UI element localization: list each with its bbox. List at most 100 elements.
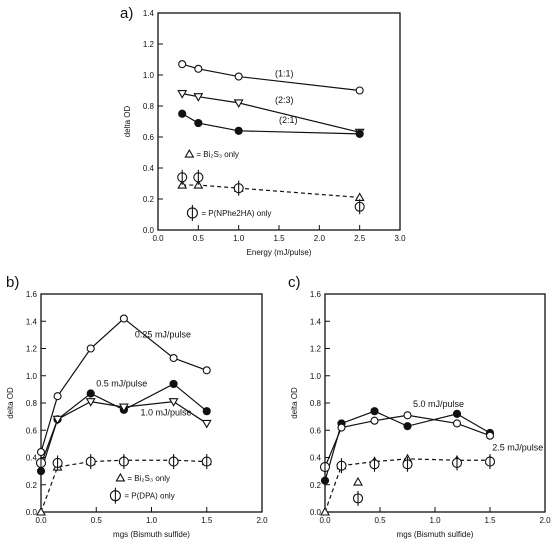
y-tick-label: 1.4 xyxy=(26,317,38,326)
series-1 xyxy=(36,314,211,457)
y-tick-label: 0.0 xyxy=(26,508,38,517)
data-point xyxy=(193,93,204,102)
y-tick-label: 1.2 xyxy=(310,345,322,354)
data-point xyxy=(52,455,63,471)
y-tick-label: 1.0 xyxy=(143,71,155,80)
x-tick-label: 1.5 xyxy=(484,516,496,525)
x-tick-label: 1.5 xyxy=(273,234,285,243)
y-tick-label: 0.0 xyxy=(310,508,322,517)
series-annotation: (1:1) xyxy=(275,69,294,79)
data-point xyxy=(194,64,203,73)
data-point xyxy=(485,431,495,440)
data-point xyxy=(355,129,364,138)
y-tick-label: 0.8 xyxy=(310,399,322,408)
data-point xyxy=(369,456,380,472)
data-point xyxy=(169,379,178,389)
data-point xyxy=(177,169,188,185)
legend-triangle-icon xyxy=(115,472,126,482)
x-tick-label: 0.0 xyxy=(319,516,331,525)
data-point xyxy=(86,389,95,398)
x-tick-label: 0.0 xyxy=(152,234,164,243)
series-annotation: (2:1) xyxy=(279,115,298,125)
chart-panel-3: c) 0.0 0.5 1.0 1.5 2.0 0.0 0.2 0.4 0.6 0.8 1.0 1.2 1.… xyxy=(288,274,551,539)
series-2 xyxy=(177,90,365,138)
y-tick-label: 0.0 xyxy=(143,226,155,235)
y-tick-label: 1.2 xyxy=(26,345,38,354)
data-point xyxy=(337,423,346,432)
x-tick-label: 2.0 xyxy=(314,234,326,243)
series-line xyxy=(40,317,207,453)
data-point xyxy=(118,403,129,413)
series-line xyxy=(182,184,360,199)
data-point xyxy=(35,455,47,471)
data-point xyxy=(119,314,128,323)
data-point xyxy=(451,455,463,471)
panel-label: b) xyxy=(6,274,19,291)
series-line xyxy=(324,414,491,468)
y-tick-label: 0.8 xyxy=(143,102,155,111)
legend-note: = P(NPhe2HA) only xyxy=(201,209,271,218)
series-annotation: 0.5 mJ/pulse xyxy=(96,379,147,389)
x-tick-label: 2.0 xyxy=(539,516,551,525)
y-tick-label: 0.2 xyxy=(143,195,155,204)
data-point xyxy=(233,180,244,196)
series-line xyxy=(182,93,360,133)
data-point xyxy=(178,60,187,69)
series-line xyxy=(40,459,207,513)
data-point xyxy=(233,99,244,109)
x-tick-label: 3.0 xyxy=(394,234,406,243)
data-point xyxy=(352,490,364,506)
data-point xyxy=(336,458,347,474)
series-5 xyxy=(35,454,212,471)
x-tick-label: 2.5 xyxy=(354,234,366,243)
series-annotation: 0.25 mJ/pulse xyxy=(135,330,191,340)
y-tick-label: 1.0 xyxy=(310,372,322,381)
series-4 xyxy=(177,179,365,201)
y-tick-label: 0.6 xyxy=(143,133,155,142)
data-point xyxy=(193,169,204,185)
x-tick-label: 2.0 xyxy=(256,516,268,525)
data-point xyxy=(169,353,178,363)
series-1 xyxy=(178,60,364,95)
y-tick-label: 0.6 xyxy=(26,426,38,435)
y-tick-label: 1.4 xyxy=(143,9,155,18)
data-point xyxy=(452,409,462,418)
data-point xyxy=(403,411,412,420)
y-tick-label: 0.6 xyxy=(310,426,322,435)
legend-note: = Bi₂S₃ only xyxy=(196,150,239,159)
data-point xyxy=(370,407,379,416)
data-point xyxy=(36,506,46,516)
data-point xyxy=(234,72,243,81)
data-point xyxy=(370,416,379,425)
y-axis-label: delta OD xyxy=(290,387,299,419)
data-point xyxy=(194,118,203,128)
data-point xyxy=(85,398,96,407)
data-point xyxy=(177,90,188,99)
series-5 xyxy=(353,476,363,486)
data-point xyxy=(36,447,46,457)
series-annotation: (2:3) xyxy=(275,95,294,105)
x-tick-label: 1.0 xyxy=(429,516,441,525)
data-point xyxy=(319,459,331,475)
legend-note: = P(DPA) only xyxy=(124,492,174,501)
series-line xyxy=(40,401,208,465)
data-point xyxy=(320,506,330,516)
y-tick-label: 0.4 xyxy=(143,164,155,173)
y-axis-label: delta OD xyxy=(123,105,132,137)
x-tick-label: 1.5 xyxy=(201,516,213,525)
y-tick-label: 1.0 xyxy=(26,372,38,381)
x-axis-label: mgs (Bismuth sulfide) xyxy=(397,530,474,539)
legend-note: = Bi₂S₃ only xyxy=(127,474,170,483)
series-3 xyxy=(178,109,364,138)
data-point xyxy=(320,476,330,485)
x-axis-label: Energy (mJ/pulse) xyxy=(247,248,312,257)
series-annotation: 2.5 mJ/pulse xyxy=(492,443,543,453)
series-line xyxy=(181,113,360,135)
chart-panel-2: b) 0.0 0.5 1.0 1.5 2.0 0.0 0.2 0.4 0.6 0.8 1.0 1.2 1.… xyxy=(6,274,268,539)
data-point xyxy=(402,456,413,472)
data-point xyxy=(201,419,212,429)
data-point xyxy=(201,454,212,470)
y-tick-label: 0.4 xyxy=(26,454,38,463)
data-point xyxy=(403,422,412,431)
